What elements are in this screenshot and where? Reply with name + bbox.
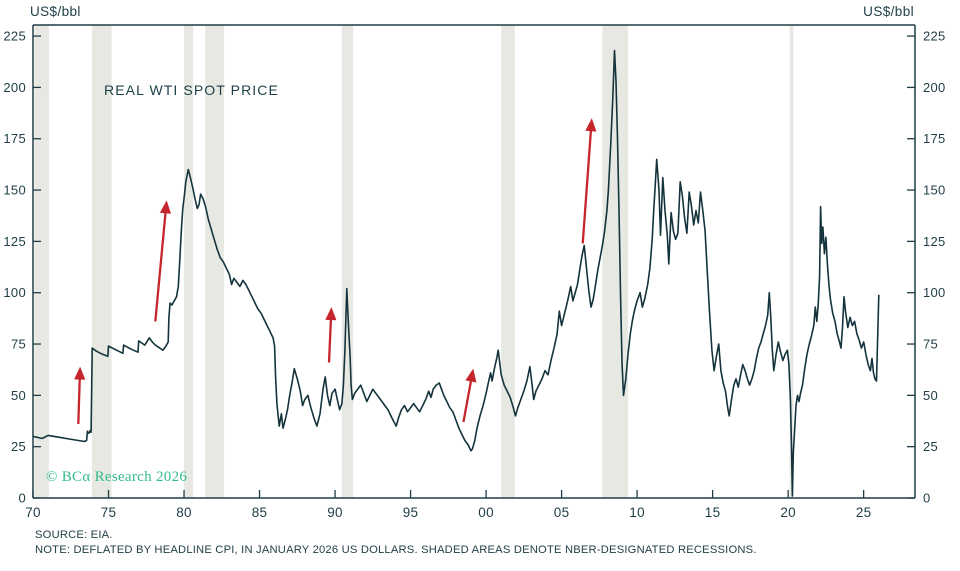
x-tick-label: 05 <box>554 505 570 520</box>
x-tick-label: 80 <box>176 505 192 520</box>
y-tick-label-right: 200 <box>923 80 946 95</box>
annotation-arrow-shaft <box>77 376 81 425</box>
price-line <box>32 49 880 497</box>
x-tick-label: 10 <box>629 505 645 520</box>
y-tick-label-right: 75 <box>923 337 938 352</box>
annotation-arrow-head <box>74 366 86 380</box>
y-tick-label-left: 150 <box>3 183 26 198</box>
y-tick-label-right: 225 <box>923 29 946 44</box>
x-tick-label: 90 <box>327 505 343 520</box>
y-tick-label-left: 50 <box>11 388 26 403</box>
annotation-arrow-head <box>325 307 337 321</box>
annotation-arrow-head <box>159 200 172 214</box>
chart-title: REAL WTI SPOT PRICE <box>104 82 279 98</box>
annotation-arrow-shaft <box>154 210 167 322</box>
annotation-arrow-shaft <box>327 317 333 363</box>
y-tick-label-left: 225 <box>3 29 26 44</box>
recession-band <box>501 25 515 498</box>
y-tick-label-left: 100 <box>3 285 26 300</box>
x-tick-label: 95 <box>403 505 419 520</box>
recession-band <box>341 25 354 498</box>
note-text: NOTE: DEFLATED BY HEADLINE CPI, IN JANUA… <box>35 544 757 556</box>
x-tick-label: 85 <box>252 505 268 520</box>
y-tick-label-right: 50 <box>923 388 938 403</box>
y-axis-unit-left: US$/bbl <box>30 4 81 19</box>
y-tick-label-left: 125 <box>3 234 26 249</box>
y-tick-label-right: 0 <box>923 491 931 506</box>
y-tick-label-right: 125 <box>923 234 946 249</box>
recession-band <box>789 25 794 498</box>
annotation-arrow-head <box>465 368 477 383</box>
x-tick-label: 75 <box>101 505 117 520</box>
y-tick-label-left: 0 <box>18 491 26 506</box>
recession-band <box>184 25 194 498</box>
x-tick-label: 70 <box>25 505 41 520</box>
y-axis-unit-right: US$/bbl <box>863 4 914 19</box>
recession-band <box>91 25 112 498</box>
recession-band <box>602 25 629 498</box>
annotation-arrow-shaft <box>581 128 593 244</box>
x-tick-label: 15 <box>705 505 721 520</box>
y-tick-label-left: 25 <box>11 439 26 454</box>
annotation-arrow-shaft <box>462 378 473 423</box>
x-tick-label: 20 <box>780 505 796 520</box>
bca-research-watermark: © BCα Research 2026 <box>46 469 188 485</box>
x-tick-label: 25 <box>856 505 872 520</box>
y-tick-label-right: 175 <box>923 131 946 146</box>
source-text: SOURCE: EIA. <box>35 529 113 541</box>
y-tick-label-right: 150 <box>923 183 946 198</box>
annotation-arrow-head <box>585 118 597 132</box>
y-tick-label-right: 100 <box>923 285 946 300</box>
y-tick-label-left: 175 <box>3 131 26 146</box>
recession-band <box>34 25 49 498</box>
y-tick-label-left: 75 <box>11 337 26 352</box>
y-tick-label-left: 200 <box>3 80 26 95</box>
recession-band <box>205 25 225 498</box>
x-tick-label: 00 <box>478 505 494 520</box>
y-tick-label-right: 25 <box>923 439 938 454</box>
